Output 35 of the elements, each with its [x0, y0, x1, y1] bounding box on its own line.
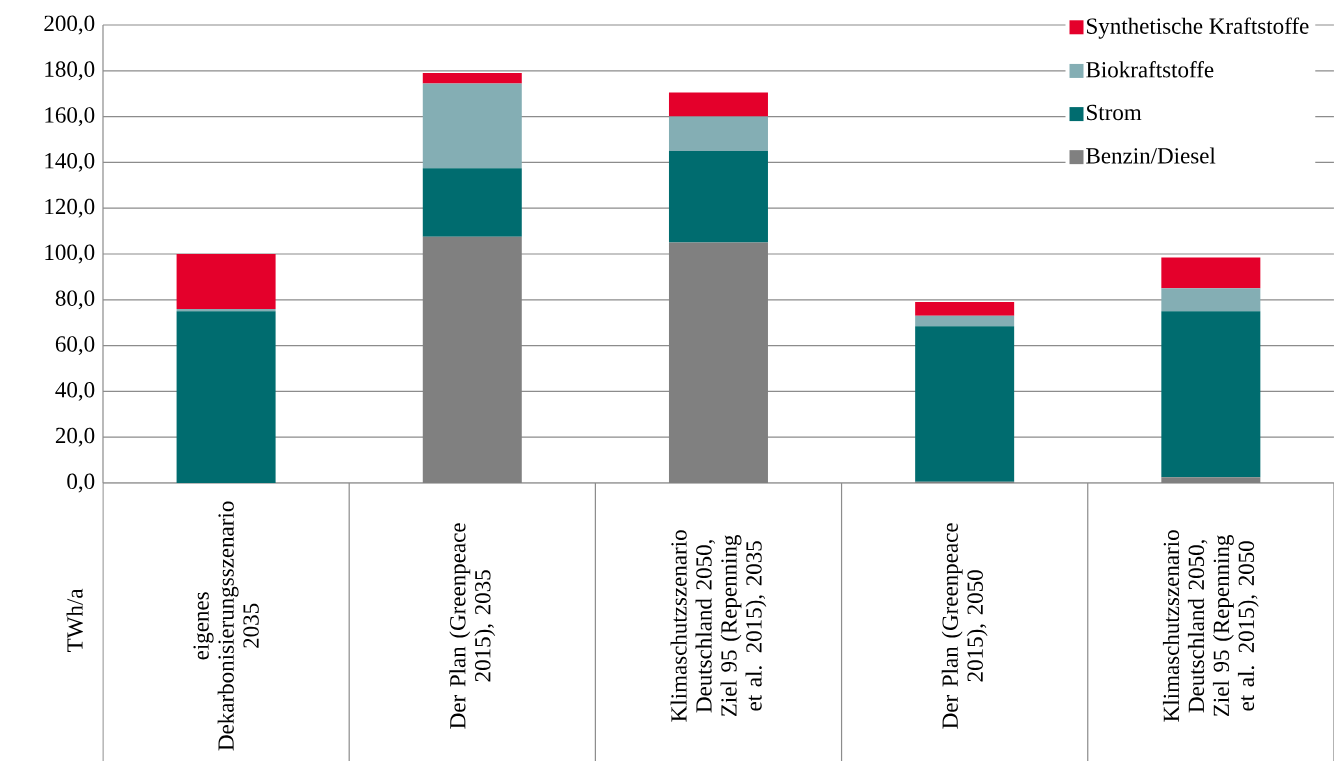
bar — [668, 116, 768, 151]
x-tick-label: Klimaschutzszenario Deutschland 2050, Ziel 95 (Repenning et al. 2015), 2050 — [1162, 530, 1259, 722]
bar — [422, 73, 522, 84]
y-tick-label: 200,0 — [44, 15, 95, 35]
x-tick-label: Der Plan (Greenpeace 2015), 2035 — [449, 523, 496, 729]
y-tick-label: 140,0 — [45, 152, 95, 172]
bar — [1161, 257, 1261, 289]
y-tick-label: 0,0 — [67, 473, 95, 493]
y-tick-label: 40,0 — [55, 381, 95, 401]
legend-label: Benzin/Diesel — [1086, 147, 1216, 164]
y-tick-label: 180,0 — [45, 61, 95, 81]
bar — [915, 315, 1015, 327]
bar — [176, 311, 276, 484]
bar — [422, 83, 522, 169]
bar — [915, 326, 1015, 482]
x-tick-label: eigenes Dekarbonisierungsszenario 2035 — [193, 501, 259, 751]
y-tick-label: 80,0 — [55, 290, 95, 310]
bar — [422, 168, 522, 237]
bar — [915, 302, 1015, 316]
bar — [176, 254, 276, 309]
y-tick-label: 120,0 — [45, 198, 95, 218]
bar — [668, 150, 768, 243]
bar — [1161, 288, 1261, 312]
legend-label: Strom — [1087, 104, 1142, 121]
legend-label: Synthetische Kraftstoffe — [1087, 17, 1309, 39]
bar — [1161, 311, 1261, 478]
y-tick-label: 100,0 — [45, 244, 95, 264]
y-tick-label: 160,0 — [45, 107, 95, 127]
bar — [668, 92, 768, 117]
y-axis-title: TWh/a — [66, 588, 83, 652]
legend-label: Biokraftstoffe — [1086, 61, 1214, 78]
y-tick-label: 60,0 — [55, 336, 95, 356]
x-tick-label: Klimaschutzszenario Deutschland 2050, Ziel 95 (Repenning et al. 2015), 2035 — [670, 530, 767, 722]
y-tick-label: 20,0 — [55, 427, 95, 447]
x-tick-label: Der Plan (Greenpeace 2015), 2050 — [941, 523, 988, 729]
